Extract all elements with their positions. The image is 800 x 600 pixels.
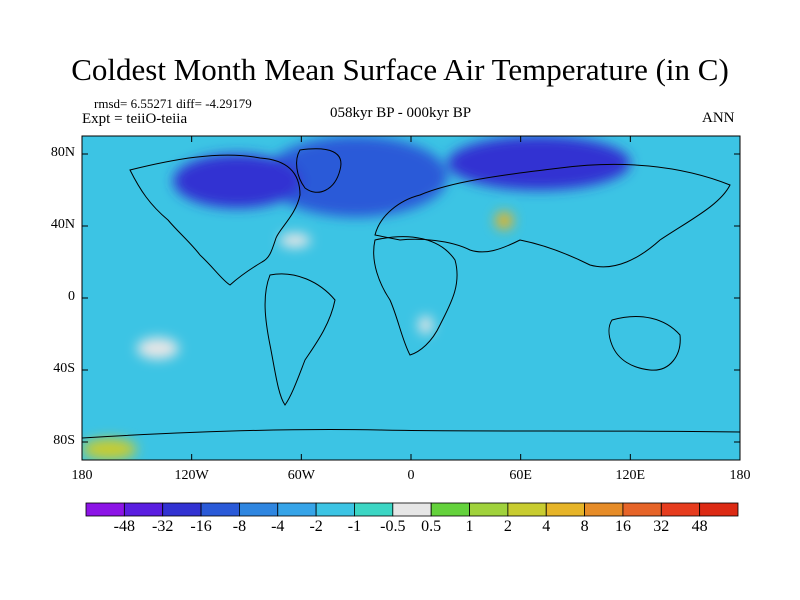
colorbar-swatch — [507, 502, 547, 517]
lat-label: 80S — [53, 433, 75, 448]
region-5 — [418, 316, 433, 334]
lat-label: 80N — [50, 145, 75, 160]
lon-label: 180 — [729, 468, 751, 483]
page-title: Coldest Month Mean Surface Air Temperatu… — [71, 52, 729, 87]
colorbar-label: -1 — [347, 518, 362, 535]
period-label: 058kyr BP - 000kyr BP — [330, 105, 472, 121]
colorbar-swatch — [123, 502, 164, 517]
experiment-label: Expt = teiiO-teiia — [82, 111, 188, 127]
temperature-field — [82, 136, 740, 460]
colorbar-label: -4 — [271, 518, 285, 535]
colorbar-label: 48 — [691, 518, 708, 535]
lat-label: 0 — [68, 289, 75, 304]
lat-label: 40S — [53, 361, 75, 376]
colorbar-label: 2 — [503, 518, 512, 535]
region-4 — [136, 337, 179, 360]
colorbar-swatch — [469, 502, 509, 517]
lon-label: 120E — [615, 468, 646, 483]
colorbar-swatch — [200, 502, 240, 517]
coast-greenland — [296, 148, 342, 193]
colorbar-swatch — [315, 502, 355, 517]
colorbar-label: 16 — [614, 518, 631, 535]
region-2 — [173, 154, 302, 208]
coast-antarctica — [82, 428, 740, 439]
lon-label: 60E — [509, 468, 532, 483]
region-3 — [279, 233, 311, 248]
region-7 — [82, 438, 137, 460]
rmsd-diff-stats: rmsd= 6.55271 diff= -4.29179 — [94, 96, 252, 111]
colorbar — [85, 502, 739, 517]
colorbar-swatch — [699, 502, 739, 517]
colorbar-swatch — [584, 502, 624, 517]
colorbar-swatch — [660, 502, 701, 517]
colorbar-swatch — [354, 502, 394, 517]
region-1 — [447, 136, 631, 190]
lon-label: 180 — [71, 468, 93, 483]
coast-north-america — [129, 154, 301, 286]
colorbar-swatch — [545, 502, 585, 517]
colorbar-label: -0.5 — [380, 518, 406, 535]
colorbar-swatch — [239, 502, 279, 517]
colorbar-label: 8 — [580, 518, 589, 535]
colorbar-swatch — [277, 502, 317, 517]
colorbar-label: -16 — [190, 518, 212, 535]
coast-africa — [373, 236, 458, 356]
coastlines — [82, 148, 740, 439]
colorbar-label: -2 — [309, 518, 323, 535]
colorbar-swatch — [85, 502, 125, 517]
lon-label: 0 — [407, 468, 415, 483]
colorbar-label: -48 — [113, 518, 135, 535]
colorbar-swatch — [392, 502, 432, 517]
colorbar-label: -8 — [232, 518, 247, 535]
colorbar-label: 32 — [653, 518, 670, 535]
colorbar-swatch — [162, 502, 202, 517]
lat-label: 40N — [50, 217, 75, 232]
lon-label: 120W — [174, 468, 209, 483]
colorbar-swatch — [622, 502, 662, 517]
coast-australia — [608, 316, 681, 371]
region-0 — [264, 136, 448, 217]
coast-eurasia — [374, 163, 731, 268]
coast-south-america — [264, 273, 336, 406]
lon-label: 60W — [287, 468, 315, 483]
season-label: ANN — [702, 110, 735, 126]
colorbar-label: 4 — [542, 518, 551, 535]
colorbar-label: 1 — [465, 518, 474, 535]
colorbar-label: 0.5 — [421, 518, 442, 535]
colorbar-swatch — [430, 502, 470, 517]
region-6 — [495, 211, 514, 230]
colorbar-label: -32 — [152, 518, 174, 535]
